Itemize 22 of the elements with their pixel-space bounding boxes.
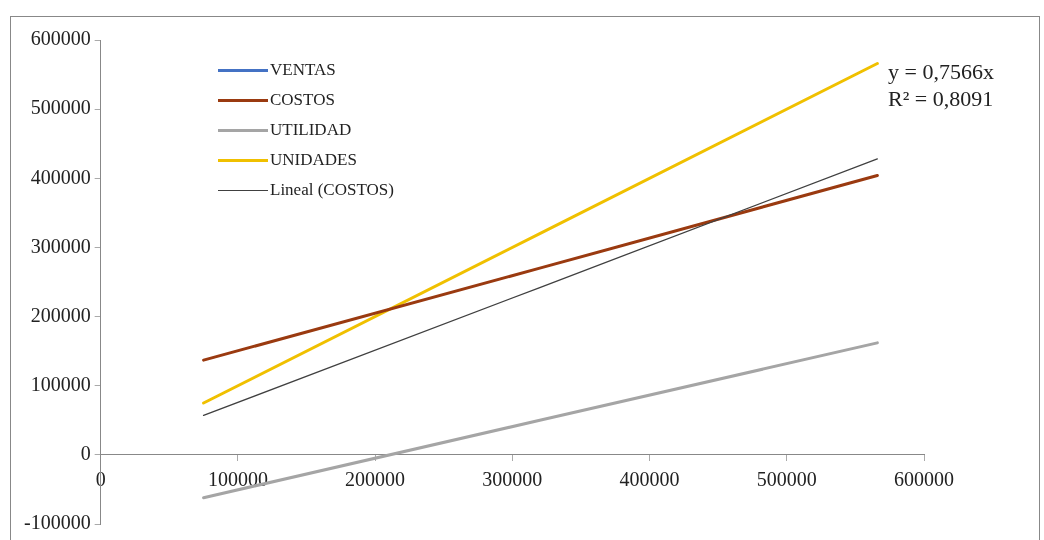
y-tick-label: 400000 xyxy=(30,165,91,188)
x-tick-label: 300000 xyxy=(482,468,543,491)
y-tick-label: 0 xyxy=(80,442,91,465)
y-tick-label: -100000 xyxy=(23,511,91,534)
y-tick-label: 200000 xyxy=(30,303,91,326)
legend-label: UNIDADES xyxy=(270,150,357,170)
annotation: R² = 0,8091 xyxy=(888,85,994,112)
x-tick-label: 100000 xyxy=(207,468,268,491)
legend-label: VENTAS xyxy=(270,60,336,80)
x-tick-label: 200000 xyxy=(345,468,406,491)
legend-label: Lineal (COSTOS) xyxy=(270,180,394,200)
x-tick-label: 500000 xyxy=(756,468,817,491)
x-tick-label: 600000 xyxy=(894,468,954,491)
y-tick-label: 500000 xyxy=(30,96,91,119)
annotation: y = 0,7566x xyxy=(888,58,994,85)
y-tick-label: 100000 xyxy=(30,372,91,395)
legend-label: COSTOS xyxy=(270,90,335,110)
y-tick-label: 600000 xyxy=(30,27,91,50)
x-tick-label: 0 xyxy=(95,468,106,491)
y-tick-label: 300000 xyxy=(30,234,91,257)
legend-label: UTILIDAD xyxy=(270,120,352,140)
x-tick-label: 400000 xyxy=(619,468,680,491)
